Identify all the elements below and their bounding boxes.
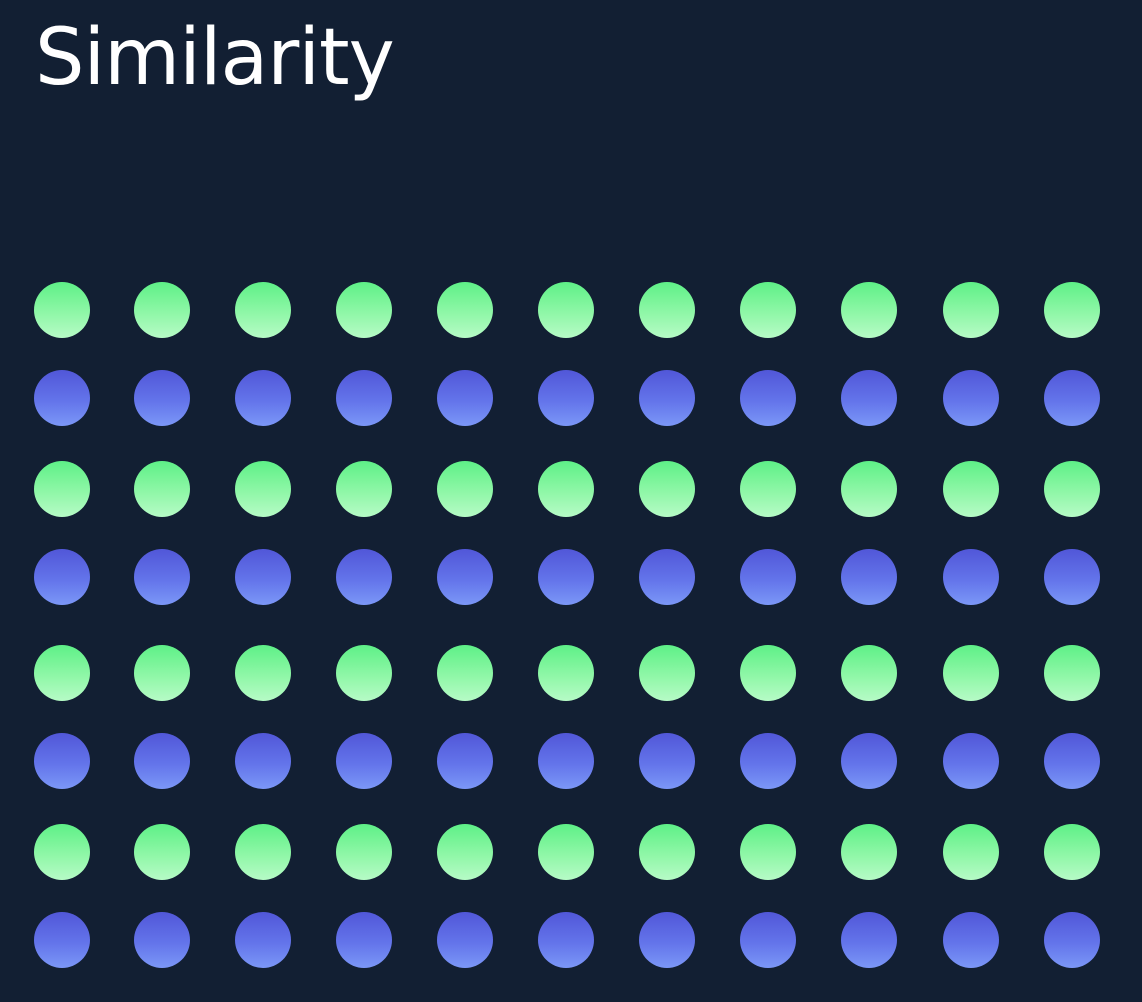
blue-dot	[841, 733, 897, 789]
blue-dot	[943, 370, 999, 426]
green-dot	[34, 824, 90, 880]
blue-dot	[639, 549, 695, 605]
green-dot	[639, 282, 695, 338]
green-dot	[134, 461, 190, 517]
blue-dot	[1044, 549, 1100, 605]
blue-dot	[134, 549, 190, 605]
blue-dot	[336, 549, 392, 605]
green-dot	[538, 645, 594, 701]
blue-dot	[538, 370, 594, 426]
blue-dot	[1044, 370, 1100, 426]
blue-dot	[437, 549, 493, 605]
green-dot	[538, 824, 594, 880]
blue-dot	[336, 733, 392, 789]
blue-dot	[639, 733, 695, 789]
green-dot	[235, 645, 291, 701]
blue-dot	[34, 912, 90, 968]
blue-dot	[841, 370, 897, 426]
green-dot	[235, 461, 291, 517]
green-dot	[437, 645, 493, 701]
green-dot	[1044, 282, 1100, 338]
blue-dot	[235, 733, 291, 789]
blue-dot	[134, 733, 190, 789]
blue-dot	[437, 733, 493, 789]
blue-dot	[740, 549, 796, 605]
blue-dot	[1044, 733, 1100, 789]
green-dot	[437, 461, 493, 517]
blue-dot	[538, 733, 594, 789]
green-dot	[943, 282, 999, 338]
blue-dot	[943, 912, 999, 968]
green-dot	[134, 645, 190, 701]
green-dot	[336, 645, 392, 701]
blue-dot	[1044, 912, 1100, 968]
green-dot	[841, 824, 897, 880]
blue-dot	[134, 370, 190, 426]
blue-dot	[943, 549, 999, 605]
green-dot	[437, 824, 493, 880]
green-dot	[740, 461, 796, 517]
blue-dot	[34, 733, 90, 789]
blue-dot	[336, 912, 392, 968]
blue-dot	[639, 912, 695, 968]
green-dot	[841, 461, 897, 517]
blue-dot	[437, 912, 493, 968]
green-dot	[1044, 824, 1100, 880]
green-dot	[538, 282, 594, 338]
green-dot	[34, 282, 90, 338]
blue-dot	[841, 912, 897, 968]
blue-dot	[943, 733, 999, 789]
green-dot	[1044, 645, 1100, 701]
blue-dot	[841, 549, 897, 605]
green-dot	[437, 282, 493, 338]
blue-dot	[740, 370, 796, 426]
blue-dot	[34, 370, 90, 426]
blue-dot	[639, 370, 695, 426]
green-dot	[134, 824, 190, 880]
green-dot	[34, 645, 90, 701]
blue-dot	[740, 733, 796, 789]
blue-dot	[134, 912, 190, 968]
blue-dot	[235, 549, 291, 605]
blue-dot	[740, 912, 796, 968]
blue-dot	[538, 912, 594, 968]
green-dot	[538, 461, 594, 517]
green-dot	[943, 645, 999, 701]
green-dot	[336, 282, 392, 338]
green-dot	[943, 461, 999, 517]
green-dot	[943, 824, 999, 880]
blue-dot	[336, 370, 392, 426]
green-dot	[841, 645, 897, 701]
green-dot	[1044, 461, 1100, 517]
green-dot	[336, 824, 392, 880]
green-dot	[740, 824, 796, 880]
blue-dot	[235, 370, 291, 426]
green-dot	[134, 282, 190, 338]
green-dot	[235, 824, 291, 880]
green-dot	[740, 645, 796, 701]
blue-dot	[34, 549, 90, 605]
green-dot	[336, 461, 392, 517]
green-dot	[235, 282, 291, 338]
green-dot	[740, 282, 796, 338]
green-dot	[639, 824, 695, 880]
green-dot	[34, 461, 90, 517]
blue-dot	[437, 370, 493, 426]
green-dot	[841, 282, 897, 338]
green-dot	[639, 461, 695, 517]
blue-dot	[538, 549, 594, 605]
page-title: Similarity	[35, 13, 395, 103]
blue-dot	[235, 912, 291, 968]
green-dot	[639, 645, 695, 701]
